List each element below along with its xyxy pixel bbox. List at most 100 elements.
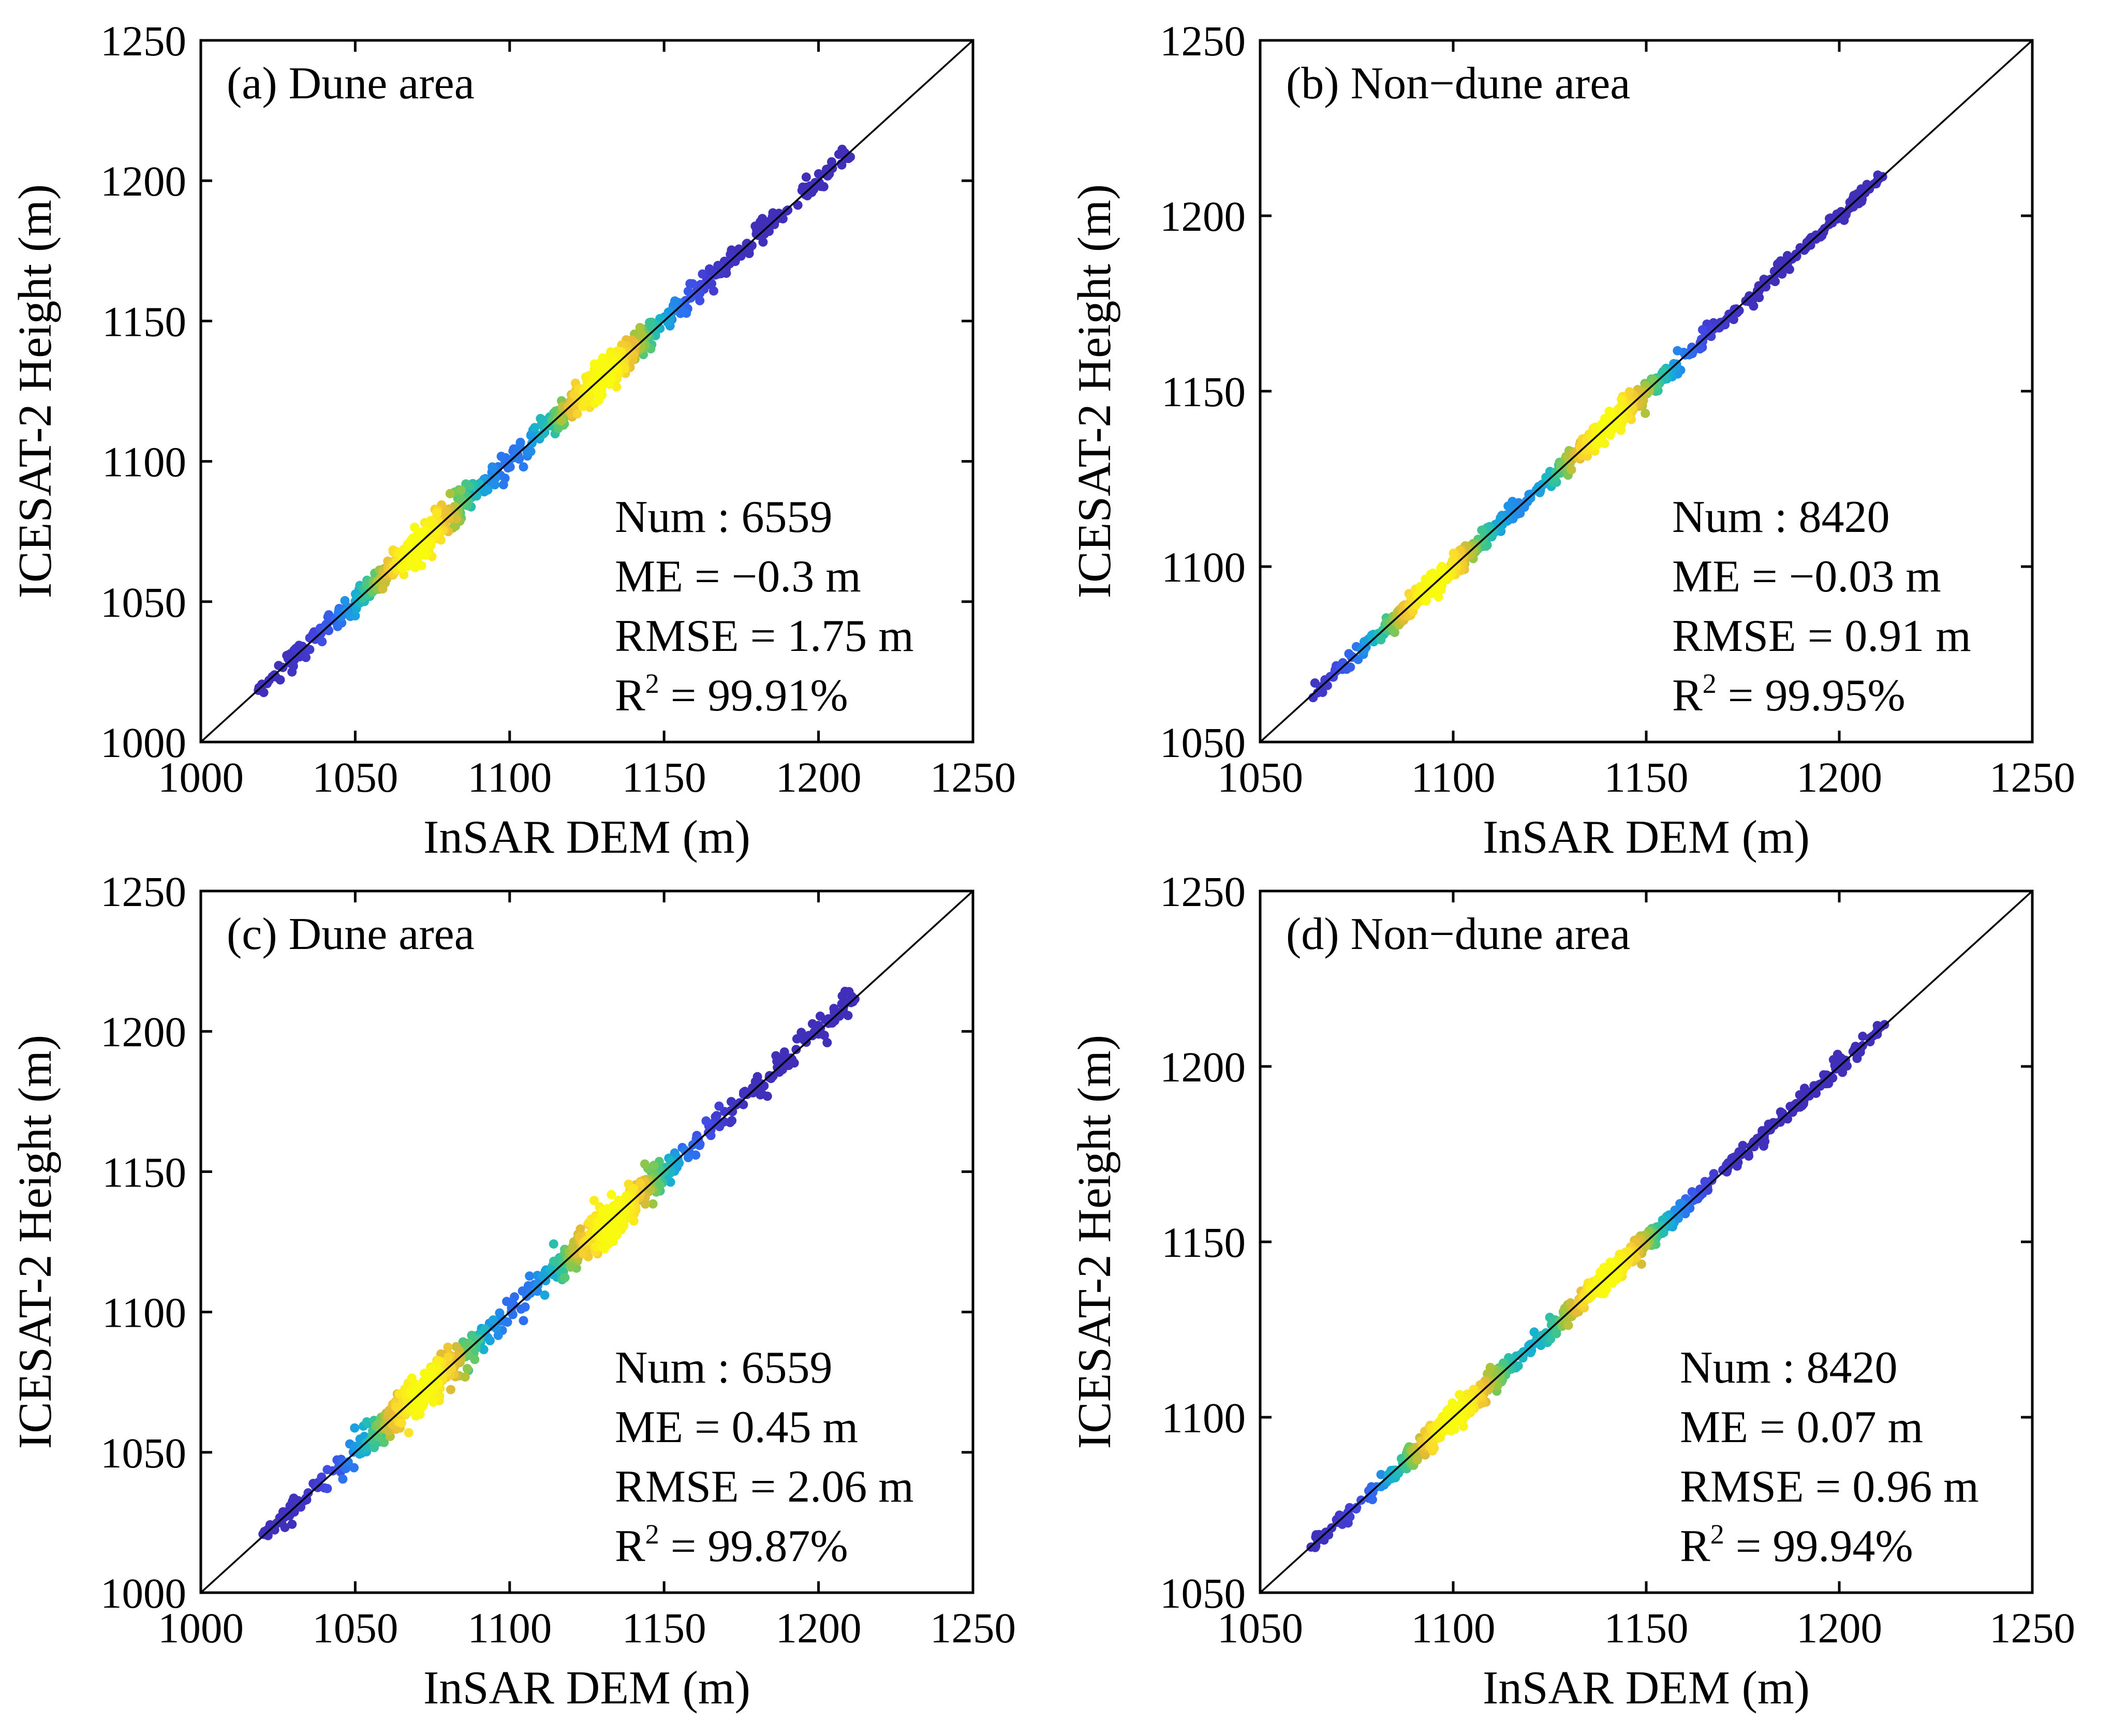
x-tick-label: 1050 bbox=[1217, 753, 1303, 801]
data-point bbox=[814, 169, 823, 179]
data-point bbox=[1477, 525, 1487, 535]
data-point bbox=[1624, 387, 1634, 397]
x-tick-label: 1100 bbox=[1411, 753, 1496, 801]
data-point bbox=[640, 1159, 649, 1169]
data-point bbox=[275, 675, 285, 685]
data-point bbox=[262, 679, 272, 689]
x-tick-label: 1200 bbox=[1796, 1604, 1882, 1652]
data-point bbox=[1313, 688, 1323, 698]
data-point bbox=[536, 413, 545, 423]
data-point bbox=[1446, 1403, 1456, 1413]
x-axis-label: InSAR DEM (m) bbox=[1483, 811, 1810, 863]
data-point bbox=[704, 264, 714, 274]
stats-box: Num : 6559 ME = 0.45 m RMSE = 2.06 m R2 = 9… bbox=[615, 1343, 914, 1571]
data-point bbox=[504, 459, 513, 469]
data-point bbox=[493, 1330, 503, 1340]
panel-title: (a) Dune area bbox=[227, 58, 475, 109]
data-point bbox=[1636, 1259, 1646, 1269]
data-point bbox=[837, 991, 847, 1001]
data-point bbox=[495, 1308, 505, 1318]
data-point bbox=[349, 1463, 359, 1473]
stat-num: Num : 8420 bbox=[1680, 1343, 1897, 1393]
data-point bbox=[822, 1038, 832, 1047]
stats-box: Num : 8420 ME = −0.03 m RMSE = 0.91 m R2 = … bbox=[1672, 492, 1971, 721]
data-point bbox=[1759, 1141, 1768, 1151]
data-point bbox=[608, 1206, 617, 1215]
x-tick-label: 1250 bbox=[1989, 753, 2075, 801]
data-point bbox=[1535, 488, 1545, 497]
stat-r2: R2 = 99.87% bbox=[615, 1519, 848, 1571]
data-point bbox=[1601, 1285, 1611, 1294]
data-point bbox=[823, 164, 833, 174]
data-point bbox=[1782, 251, 1792, 260]
y-tick-label: 1200 bbox=[100, 1008, 186, 1056]
data-point bbox=[520, 1302, 530, 1312]
stats-box: Num : 8420 ME = 0.07 m RMSE = 0.96 m R2 = 9… bbox=[1680, 1343, 1979, 1571]
data-point bbox=[498, 480, 508, 489]
x-axis-label: InSAR DEM (m) bbox=[1483, 1661, 1810, 1714]
data-point bbox=[834, 150, 844, 159]
stat-me: ME = −0.03 m bbox=[1672, 552, 1941, 602]
data-point bbox=[816, 182, 826, 191]
data-point bbox=[629, 1216, 639, 1226]
data-point bbox=[641, 1198, 650, 1208]
x-tick-label: 1150 bbox=[1604, 753, 1689, 801]
y-axis-label: ICESAT-2 Height (m) bbox=[1068, 184, 1120, 598]
x-tick-label: 1250 bbox=[1989, 1604, 2075, 1652]
data-point bbox=[519, 1316, 528, 1326]
y-tick-label: 1100 bbox=[1161, 543, 1246, 591]
data-point bbox=[706, 1131, 716, 1140]
data-point bbox=[1828, 1055, 1838, 1064]
y-axis-label: ICESAT-2 Height (m) bbox=[9, 184, 61, 598]
x-axis-label: InSAR DEM (m) bbox=[423, 811, 750, 863]
data-point bbox=[429, 1397, 438, 1407]
data-point bbox=[540, 1290, 550, 1300]
data-point bbox=[1603, 1274, 1613, 1284]
x-axis-label: InSAR DEM (m) bbox=[423, 1661, 750, 1714]
y-tick-label: 1150 bbox=[102, 1148, 186, 1196]
data-point bbox=[1449, 548, 1458, 558]
data-point bbox=[1428, 1441, 1438, 1450]
data-point bbox=[456, 485, 466, 495]
y-axis-label: ICESAT-2 Height (m) bbox=[9, 1035, 61, 1449]
y-tick-label: 1250 bbox=[1160, 17, 1246, 65]
data-point bbox=[648, 1199, 658, 1209]
y-tick-label: 1100 bbox=[1161, 1394, 1246, 1442]
data-point bbox=[1434, 592, 1443, 602]
data-point bbox=[598, 359, 608, 369]
y-tick-label: 1250 bbox=[1160, 868, 1246, 915]
data-point bbox=[1359, 646, 1369, 656]
data-point bbox=[443, 1342, 453, 1352]
data-point bbox=[407, 1373, 417, 1383]
data-point bbox=[1617, 394, 1626, 404]
data-point bbox=[1600, 1267, 1610, 1277]
data-point bbox=[519, 462, 528, 472]
data-point bbox=[294, 641, 304, 650]
data-point bbox=[396, 1418, 406, 1428]
data-point bbox=[415, 1409, 425, 1419]
data-point bbox=[1376, 1470, 1386, 1479]
x-tick-label: 1100 bbox=[467, 1604, 552, 1652]
data-point bbox=[423, 520, 433, 529]
stat-r2: R2 = 99.91% bbox=[615, 668, 848, 721]
data-point bbox=[791, 1045, 801, 1055]
stat-r2: R2 = 99.94% bbox=[1680, 1519, 1913, 1571]
data-point bbox=[1858, 1031, 1868, 1041]
data-point bbox=[1455, 1390, 1465, 1400]
data-point bbox=[378, 584, 388, 593]
data-point bbox=[317, 637, 327, 646]
data-point bbox=[598, 1207, 608, 1216]
scatter-points bbox=[254, 144, 855, 698]
data-point bbox=[707, 279, 717, 289]
data-point bbox=[1677, 1198, 1686, 1208]
data-point bbox=[589, 359, 599, 369]
data-point bbox=[483, 485, 493, 495]
data-point bbox=[461, 479, 471, 489]
data-point bbox=[1447, 1423, 1457, 1433]
x-tick-label: 1050 bbox=[1217, 1604, 1303, 1652]
data-point bbox=[1426, 572, 1436, 582]
data-point bbox=[559, 1273, 569, 1283]
data-point bbox=[607, 1190, 616, 1199]
y-tick-label: 1050 bbox=[100, 1429, 186, 1477]
